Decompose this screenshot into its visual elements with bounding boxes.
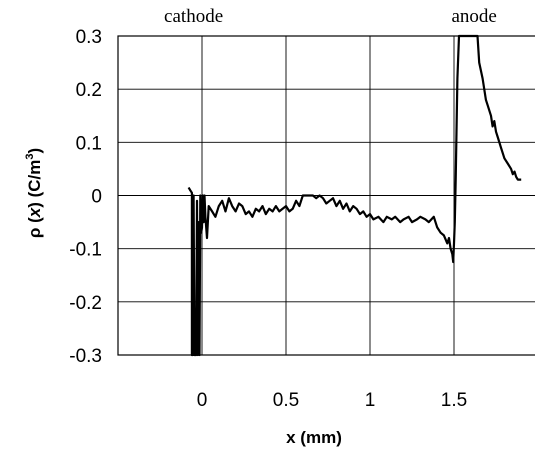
series-line — [187, 34, 522, 357]
y-tick-label: 0.3 — [76, 27, 102, 48]
series-group — [187, 34, 522, 357]
annotation-label: anode — [451, 6, 496, 27]
y-tick-labels: 0.3 0.2 0.1 0 -0.1 -0.2 -0.3 — [69, 27, 102, 367]
gridlines — [118, 35, 535, 356]
x-tick-label: 1 — [365, 390, 376, 411]
annotations: cathode anode — [164, 6, 497, 27]
x-tick-label: 0.5 — [273, 390, 299, 411]
y-axis-label-prefix: ρ ( — [25, 217, 44, 238]
y-axis-label-suffix: ) — [25, 148, 44, 154]
y-tick-label: 0.1 — [76, 133, 102, 154]
y-tick-label: 0 — [91, 187, 102, 208]
y-axis-label-unit: ) (C/m — [25, 160, 44, 208]
y-tick-label: -0.1 — [69, 240, 102, 261]
y-axis-label-superscript: 3 — [24, 154, 36, 160]
x-tick-label: 1.5 — [441, 390, 467, 411]
x-tick-label: 0 — [197, 390, 208, 411]
y-axis-label-variable: x — [25, 206, 44, 218]
x-tick-labels: 0 0.5 1 1.5 — [197, 390, 468, 411]
y-tick-label: -0.3 — [69, 346, 102, 367]
y-tick-label: 0.2 — [76, 80, 102, 101]
plot-frame — [117, 35, 535, 356]
x-axis-label: x (mm) — [286, 428, 342, 447]
y-axis-label: ρ (x) (C/m3) — [24, 148, 44, 238]
y-tick-label: -0.2 — [69, 293, 102, 314]
annotation-label: cathode — [164, 6, 223, 27]
